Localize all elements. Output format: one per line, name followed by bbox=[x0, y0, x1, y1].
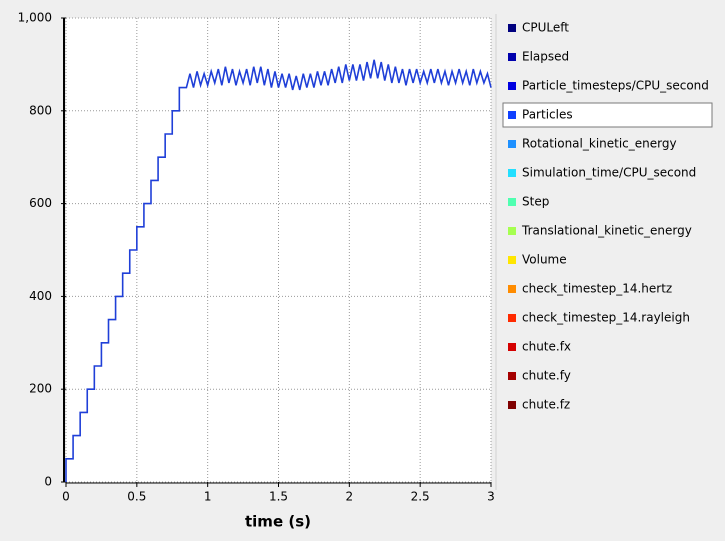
legend-swatch bbox=[508, 227, 516, 235]
legend-label[interactable]: chute.fz bbox=[522, 398, 570, 412]
y-tick-label: 600 bbox=[29, 196, 52, 210]
legend-label[interactable]: Volume bbox=[522, 253, 567, 267]
legend-label[interactable]: Translational_kinetic_energy bbox=[521, 224, 692, 238]
legend-label[interactable]: Elapsed bbox=[522, 50, 569, 64]
legend-label[interactable]: Particles bbox=[522, 108, 573, 122]
x-tick-label: 3 bbox=[487, 490, 495, 504]
y-tick-label: 200 bbox=[29, 382, 52, 396]
y-tick-label: 0 bbox=[44, 475, 52, 489]
legend-label[interactable]: Rotational_kinetic_energy bbox=[522, 137, 677, 151]
x-axis-label: time (s) bbox=[245, 513, 311, 531]
legend-swatch bbox=[508, 24, 516, 32]
legend-swatch bbox=[508, 256, 516, 264]
legend-swatch bbox=[508, 111, 516, 119]
x-tick-label: 1 bbox=[204, 490, 212, 504]
legend-label[interactable]: chute.fy bbox=[522, 369, 571, 383]
legend-selection bbox=[502, 102, 713, 128]
legend-swatch bbox=[508, 372, 516, 380]
legend-swatch bbox=[508, 343, 516, 351]
legend-swatch bbox=[508, 169, 516, 177]
legend-swatch bbox=[508, 82, 516, 90]
legend-swatch bbox=[508, 314, 516, 322]
legend-label[interactable]: Step bbox=[522, 195, 549, 209]
x-tick-label: 0.5 bbox=[127, 490, 146, 504]
legend-label[interactable]: chute.fx bbox=[522, 340, 571, 354]
legend-label[interactable]: check_timestep_14.hertz bbox=[522, 282, 672, 296]
y-tick-label: 400 bbox=[29, 289, 52, 303]
legend-label[interactable]: Simulation_time/CPU_second bbox=[522, 166, 696, 180]
y-tick-label: 1,000 bbox=[18, 11, 52, 25]
data-line bbox=[65, 59, 492, 482]
legend-swatch bbox=[508, 53, 516, 61]
legend-label[interactable]: CPULeft bbox=[522, 21, 569, 35]
legend-swatch bbox=[508, 401, 516, 409]
legend-swatch bbox=[508, 198, 516, 206]
x-tick-label: 2 bbox=[346, 490, 354, 504]
y-tick-label: 800 bbox=[29, 103, 52, 117]
legend-label[interactable]: Particle_timesteps/CPU_second bbox=[522, 79, 709, 93]
x-tick-label: 1.5 bbox=[269, 490, 288, 504]
x-tick-label: 0 bbox=[62, 490, 70, 504]
legend-swatch bbox=[508, 140, 516, 148]
legend-label[interactable]: check_timestep_14.rayleigh bbox=[522, 311, 690, 325]
legend-swatch bbox=[508, 285, 516, 293]
x-tick-label: 2.5 bbox=[411, 490, 430, 504]
